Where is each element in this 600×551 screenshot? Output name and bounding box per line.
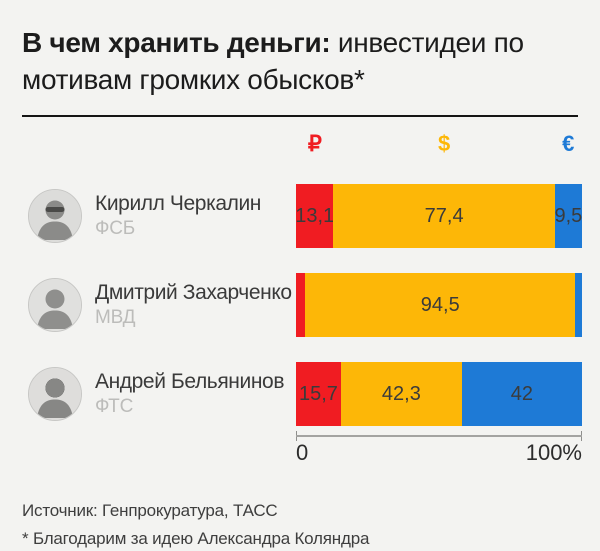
x-axis: 0 100% — [296, 431, 582, 465]
segment-value: 42 — [510, 382, 534, 405]
bar-segment-rub: 13,1 — [296, 184, 335, 248]
avatar — [28, 367, 82, 421]
title-divider — [22, 115, 578, 117]
person-silhouette-icon — [29, 368, 81, 420]
person-name-block: Кирилл Черкалин ФСБ — [95, 191, 261, 241]
bar-segment-usd: 94,5 — [305, 273, 576, 337]
person-silhouette-icon — [29, 190, 81, 242]
page-title-bold: В чем хранить деньги: — [22, 27, 331, 58]
page-title-regular: инвестидеи по мотивам громких обысков* — [22, 27, 524, 95]
bar-segment-rub — [296, 273, 306, 337]
bar-segment-usd: 77,4 — [333, 184, 555, 248]
page-title: В чем хранить деньги: инвестидеи по моти… — [22, 24, 562, 98]
axis-labels: 0 100% — [296, 440, 582, 466]
segment-value: 77,4 — [424, 204, 464, 227]
segment-value: 94,5 — [420, 293, 460, 316]
person-org: ФСБ — [95, 218, 136, 239]
bar-segment-eur: 42 — [461, 362, 582, 426]
bar-segment-eur: 9,5 — [554, 184, 582, 248]
currency-legend: ₽ $ € — [296, 131, 582, 159]
stacked-bar: 15,7 42,3 42 — [296, 362, 582, 426]
bar-segment-usd: 42,3 — [340, 362, 462, 426]
row-label: Андрей Бельянинов ФТС — [22, 367, 296, 421]
dollar-icon: $ — [438, 131, 451, 156]
segment-value: 42,3 — [381, 382, 421, 405]
row-label: Кирилл Черкалин ФСБ — [22, 189, 296, 243]
stacked-bar: 94,5 — [296, 273, 582, 337]
person-name-block: Андрей Бельянинов ФТС — [95, 369, 284, 419]
axis-line — [296, 435, 582, 437]
person-silhouette-icon — [29, 279, 81, 331]
row-label: Дмитрий Захарченко МВД — [22, 278, 296, 332]
axis-label-max: 100% — [525, 440, 582, 465]
person-name-block: Дмитрий Захарченко МВД — [95, 280, 292, 330]
stacked-bar: 13,1 77,4 9,5 — [296, 184, 582, 248]
chart-row-cherkalin: Кирилл Черкалин ФСБ 13,1 77,4 9,5 — [22, 184, 582, 248]
chart-row-belyaninov: Андрей Бельянинов ФТС 15,7 42,3 42 — [22, 362, 582, 426]
avatar — [28, 189, 82, 243]
segment-value: 15,7 — [298, 382, 338, 405]
euro-icon: € — [562, 131, 575, 156]
bar-segment-eur — [575, 273, 582, 337]
axis-label-min: 0 — [296, 440, 309, 465]
stacked-bar-chart: ₽ $ € Кирилл Черкалин ФСБ — [0, 131, 600, 465]
source-note: Источник: Генпрокуратура, ТАСС — [22, 501, 278, 520]
person-org: МВД — [95, 307, 136, 328]
chart-row-zakharchenko: Дмитрий Захарченко МВД 94,5 — [22, 273, 582, 337]
bar-segment-rub: 15,7 — [296, 362, 341, 426]
person-name: Андрей Бельянинов — [95, 370, 285, 393]
ruble-icon: ₽ — [307, 131, 322, 156]
credit-note: * Благодарим за идею Александра Коляндра — [22, 529, 370, 548]
person-name: Кирилл Черкалин — [95, 192, 261, 215]
footer: Источник: Генпрокуратура, ТАСС * Благода… — [22, 497, 578, 551]
avatar — [28, 278, 82, 332]
person-org: ФТС — [95, 396, 134, 417]
segment-value: 13,1 — [296, 204, 335, 227]
segment-value: 9,5 — [554, 204, 582, 227]
person-name: Дмитрий Захарченко — [95, 281, 292, 304]
